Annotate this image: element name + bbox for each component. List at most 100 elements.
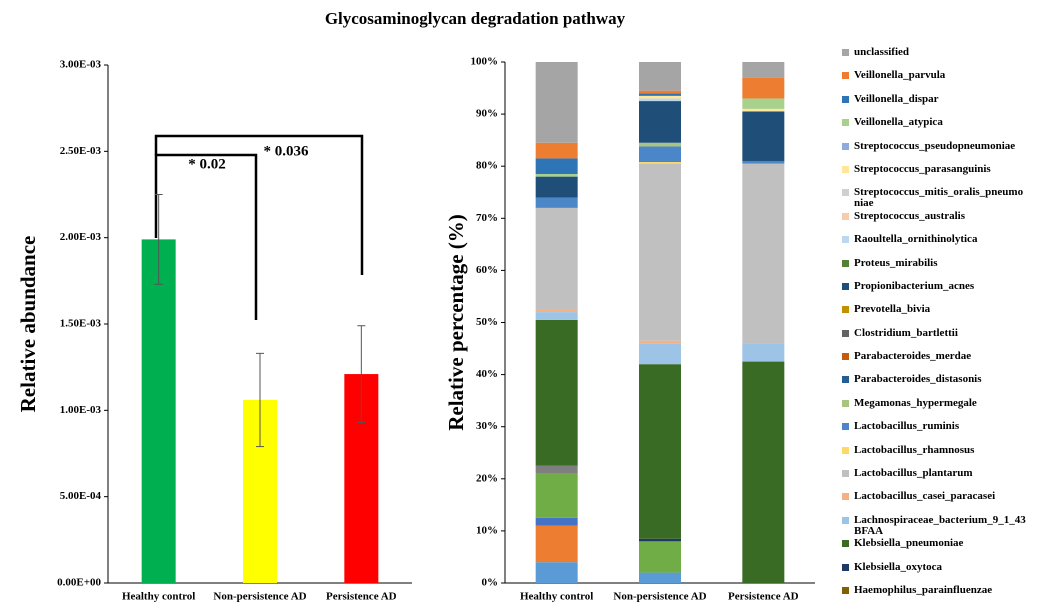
bar-segment [639, 62, 681, 91]
legend-swatch [842, 142, 849, 150]
legend-label: Lachnospiraceae_bacterium_9_1_43BFAA [854, 513, 1026, 537]
legend-swatch [842, 586, 849, 594]
legend-entry: Veillonella_dispar [842, 89, 1052, 112]
y-tick-label: 0% [482, 577, 499, 589]
significance-brackets [154, 134, 364, 320]
bar-segment [639, 93, 681, 96]
bar-segment [639, 95, 681, 99]
legend-swatch [842, 563, 849, 571]
legend-label: Streptococcus_mitis_oralis_pneumoniae [854, 186, 1024, 210]
bar-segment [639, 98, 681, 102]
legend-label: Propionibacterium_acnes [854, 279, 975, 292]
legend-label: Streptococcus_australis [854, 209, 966, 222]
legend-swatch [842, 282, 849, 290]
legend-label: Veillonella_parvula [854, 69, 946, 82]
legend-label: Parabacteroides_merdae [854, 350, 972, 363]
y-tick-label: 10% [476, 524, 498, 536]
y-axis-label: Relative percentage (%) [444, 214, 468, 431]
bar [141, 239, 176, 584]
legend-entry: Propionibacterium_acnes [842, 276, 1052, 299]
bar-segment [535, 319, 578, 466]
x-tick-label: Healthy control [520, 591, 593, 603]
error-bar [154, 194, 163, 285]
y-tick-label: 80% [476, 160, 498, 172]
legend-label: Parabacteroides_distasonis [854, 373, 982, 386]
y-tick-label: 100% [471, 56, 499, 68]
bar-segment [639, 90, 681, 94]
legend-swatch [842, 189, 849, 197]
bracket [154, 153, 258, 320]
legend-swatch [842, 49, 849, 56]
legend-swatch [842, 72, 849, 80]
legend-entry: Veillonella_parvula [842, 65, 1052, 88]
legend-label: Lactobacillus_plantarum [854, 467, 973, 480]
legend-entry: Raoultella_ornithinolytica [842, 229, 1052, 252]
legend-swatch [842, 540, 849, 548]
legend-entry: Parabacteroides_distasonis [842, 369, 1052, 392]
y-tick-label: 90% [476, 108, 498, 120]
legend-swatch [842, 353, 849, 361]
bar-segment [535, 525, 578, 563]
y-tick-label: 30% [476, 420, 498, 432]
bar-segment [639, 163, 681, 341]
bar-segment [742, 111, 785, 161]
legend-swatch [842, 165, 849, 173]
y-tick-label: 70% [476, 212, 498, 224]
legend-swatch [842, 470, 849, 478]
bar-segment [535, 312, 578, 320]
bar-segment [535, 562, 578, 583]
bar-segment [535, 207, 578, 310]
x-tick-label: Persistence AD [326, 591, 397, 603]
legend-label: Veillonella_dispar [854, 92, 939, 105]
legend-entry: Lachnospiraceae_bacterium_9_1_43BFAA [842, 510, 1052, 536]
legend-label: Klebsiella_pneumoniae [854, 537, 964, 550]
y-tick-label: 2.00E-03 [60, 231, 102, 243]
legend-entry: Streptococcus_parasanguinis [842, 159, 1052, 182]
bar-segment [639, 162, 681, 164]
legend-swatch [842, 212, 849, 220]
legend-label: Prevotella_bivia [854, 303, 931, 316]
legend-label: Streptococcus_parasanguinis [854, 162, 991, 175]
legend-swatch [842, 493, 849, 501]
bar-segment [639, 340, 681, 344]
legend-entry: Lactobacillus_ruminis [842, 416, 1052, 439]
legend-swatch [842, 376, 849, 384]
legend-swatch [842, 119, 849, 127]
bar-segment [535, 517, 578, 526]
legend-label: Clostridium_bartlettii [854, 326, 958, 339]
legend-label: Lactobacillus_rhamnosus [854, 443, 975, 456]
legend-swatch [842, 399, 849, 407]
annotation: * 0.036 [264, 143, 310, 159]
legend-label: Lactobacillus_ruminis [854, 420, 960, 433]
legend-label: Haemophilus_parainfluenzae [854, 583, 993, 596]
legend-entry: Streptococcus_mitis_oralis_pneumoniae [842, 182, 1052, 209]
legend: unclassified Veillonella_parvula Veillonel… [842, 42, 1052, 603]
legend-swatch [842, 446, 849, 454]
bar-segment [639, 541, 681, 573]
legend-swatch [842, 95, 849, 103]
y-tick-label: 60% [476, 264, 498, 276]
bar-segment [535, 197, 578, 208]
y-tick-label: 0.00E+00 [57, 577, 101, 589]
legend-entry: Prevotella_bivia [842, 299, 1052, 322]
legend-entry: Streptococcus_australis [842, 206, 1052, 229]
legend-entry: unclassified [842, 42, 1052, 65]
x-tick-label: Persistence AD [728, 591, 799, 603]
legend-label: Proteus_mirabilis [854, 256, 938, 269]
legend-entry: Klebsiella_pneumoniae [842, 533, 1052, 556]
bar-segment [639, 101, 681, 143]
bar-segment [535, 62, 578, 143]
y-tick-label: 20% [476, 472, 498, 484]
bar-segment [535, 158, 578, 175]
legend-entry: Veillonella_atypica [842, 112, 1052, 135]
legend-swatch [842, 236, 849, 244]
legend-label: Raoultella_ornithinolytica [854, 233, 978, 246]
legend-label: Lactobacillus_casei_paracasei [854, 490, 996, 503]
annotation: * 0.02 [188, 156, 226, 172]
legend-entry: Lactobacillus_casei_paracasei [842, 486, 1052, 509]
legend-label: Megamonas_hypermegale [854, 396, 977, 409]
bar-segment [535, 176, 578, 198]
bar-segment [742, 163, 785, 344]
legend-swatch [842, 259, 849, 267]
legend-entry: Klebsiella_oxytoca [842, 557, 1052, 580]
